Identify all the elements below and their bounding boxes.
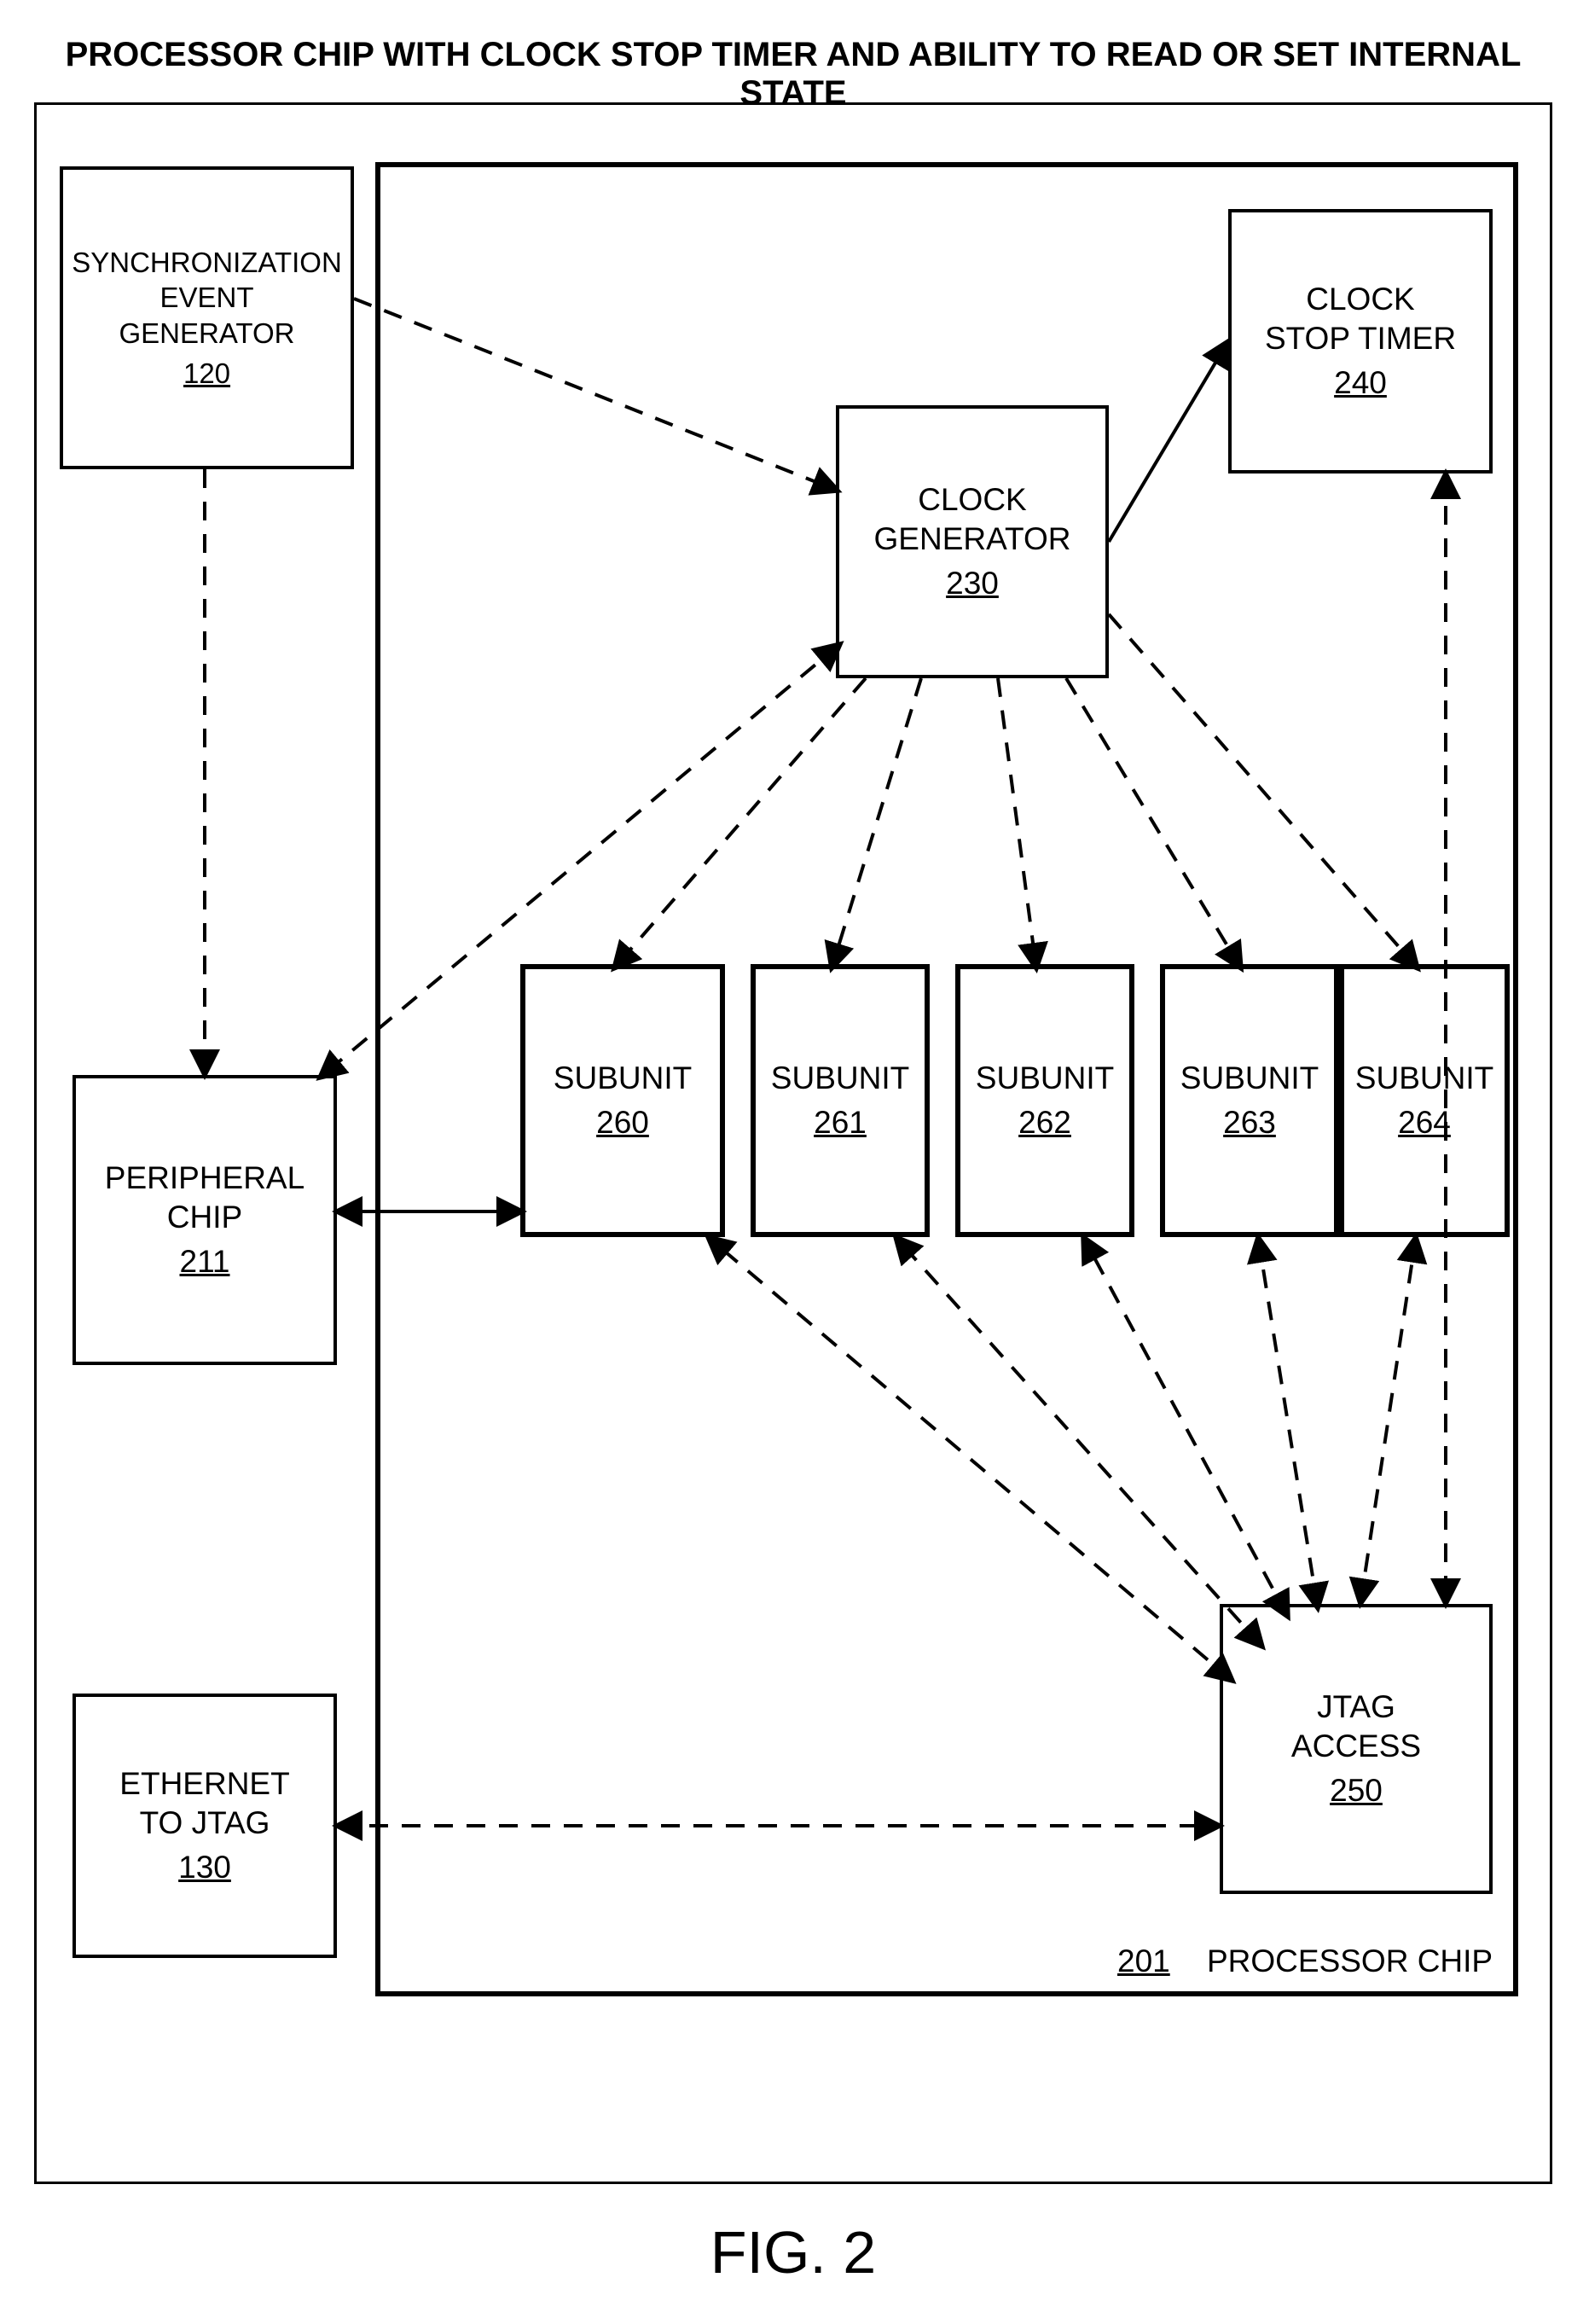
block-line: STOP TIMER (1265, 319, 1456, 358)
block-num: 262 (1018, 1103, 1071, 1142)
block-num: 250 (1330, 1771, 1383, 1810)
block-line: GENERATOR (874, 520, 1071, 559)
block-num: 260 (596, 1103, 649, 1142)
block-line: SYNCHRONIZATION (72, 245, 342, 280)
block-num: 211 (180, 1242, 230, 1281)
block-line: PERIPHERAL (105, 1159, 304, 1198)
block-line: GENERATOR (119, 316, 295, 351)
block-line: ACCESS (1291, 1727, 1421, 1766)
block-num: 240 (1334, 363, 1387, 403)
block-line: ETHERNET (119, 1764, 289, 1804)
block-line: SUBUNIT (771, 1059, 909, 1098)
block-line: CLOCK (1306, 280, 1414, 319)
sync-event-generator-block: SYNCHRONIZATION EVENT GENERATOR 120 (60, 166, 354, 469)
page-title: PROCESSOR CHIP WITH CLOCK STOP TIMER AND… (51, 36, 1535, 113)
block-num: 130 (178, 1848, 231, 1887)
clock-generator-block: CLOCK GENERATOR 230 (836, 405, 1109, 678)
processor-chip-num: 201 (1117, 1943, 1186, 1979)
ethernet-to-jtag-block: ETHERNET TO JTAG 130 (72, 1694, 337, 1958)
subunit-260-block: SUBUNIT 260 (520, 964, 725, 1237)
block-num: 120 (183, 356, 230, 391)
block-line: SUBUNIT (976, 1059, 1114, 1098)
block-line: CHIP (167, 1198, 242, 1237)
block-line: JTAG (1317, 1688, 1395, 1727)
subunit-263-block: SUBUNIT 263 (1160, 964, 1339, 1237)
block-num: 263 (1223, 1103, 1276, 1142)
block-line: TO JTAG (140, 1804, 270, 1843)
block-line: EVENT (159, 280, 253, 315)
subunit-262-block: SUBUNIT 262 (955, 964, 1134, 1237)
block-line: SUBUNIT (1180, 1059, 1319, 1098)
subunit-264-block: SUBUNIT 264 (1339, 964, 1510, 1237)
block-line: CLOCK (918, 480, 1026, 520)
processor-chip-label: PROCESSOR CHIP (1207, 1943, 1514, 1979)
jtag-access-block: JTAG ACCESS 250 (1220, 1604, 1493, 1894)
figure-label: FIG. 2 (563, 2218, 1024, 2286)
subunit-261-block: SUBUNIT 261 (751, 964, 930, 1237)
block-num: 261 (814, 1103, 867, 1142)
block-num: 230 (946, 564, 999, 603)
block-line: SUBUNIT (1355, 1059, 1493, 1098)
peripheral-chip-block: PERIPHERAL CHIP 211 (72, 1075, 337, 1365)
block-line: SUBUNIT (554, 1059, 692, 1098)
clock-stop-timer-block: CLOCK STOP TIMER 240 (1228, 209, 1493, 474)
block-num: 264 (1398, 1103, 1451, 1142)
